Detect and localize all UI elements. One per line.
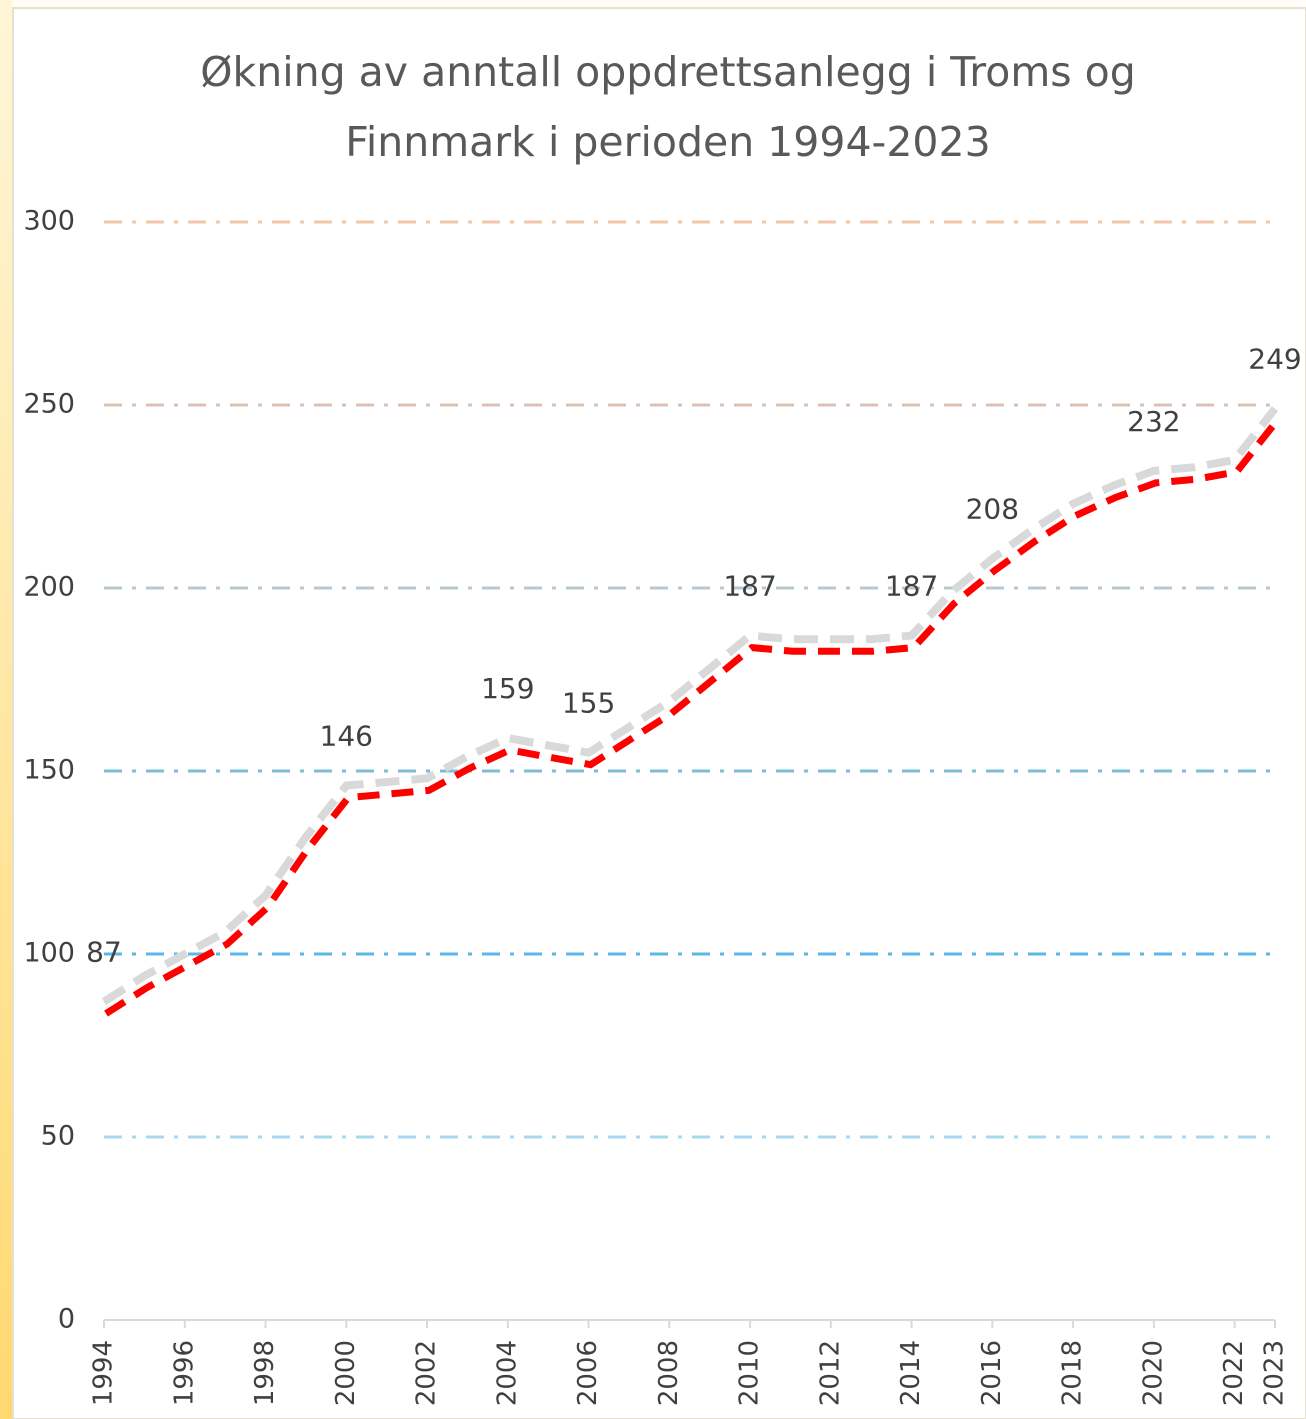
x-tick-label: 2006 — [573, 1340, 603, 1406]
y-tick-label: 300 — [23, 206, 75, 237]
series-line — [104, 418, 1280, 1017]
x-tick-label: 2020 — [1138, 1340, 1168, 1406]
data-label: 187 — [885, 570, 938, 603]
side-strip — [0, 0, 12, 1419]
x-tick-label: 2002 — [412, 1340, 442, 1406]
data-label: 146 — [320, 720, 373, 753]
y-tick-label: 0 — [58, 1304, 75, 1335]
data-label: 232 — [1127, 405, 1180, 438]
x-tick-label: 1998 — [250, 1340, 280, 1406]
data-label: 159 — [481, 672, 534, 705]
x-tick-label: 2023 — [1260, 1340, 1290, 1406]
data-label: 155 — [562, 687, 615, 720]
x-tick-label: 2004 — [492, 1340, 522, 1406]
x-tick-label: 2018 — [1058, 1340, 1088, 1406]
data-label: 87 — [86, 936, 122, 969]
y-tick-label: 200 — [23, 572, 75, 603]
chart-title: Økning av anntall oppdrettsanlegg i Trom… — [200, 48, 1136, 96]
data-label: 187 — [723, 570, 776, 603]
y-tick-label: 150 — [23, 755, 75, 786]
x-tick-label: 2012 — [815, 1340, 845, 1406]
x-tick-label: 1996 — [169, 1340, 199, 1406]
data-label: 249 — [1248, 343, 1301, 376]
data-label: 208 — [966, 493, 1019, 526]
y-tick-label: 250 — [23, 389, 75, 420]
y-tick-label: 100 — [23, 938, 75, 969]
y-tick-label: 50 — [41, 1121, 75, 1152]
x-tick-label: 2014 — [896, 1340, 926, 1406]
chart-title: Finnmark i perioden 1994-2023 — [345, 118, 990, 166]
x-tick-label: 2000 — [331, 1340, 361, 1406]
x-tick-label: 1994 — [89, 1340, 119, 1406]
x-tick-label: 2008 — [654, 1340, 684, 1406]
x-tick-label: 2016 — [977, 1340, 1007, 1406]
x-tick-label: 2010 — [735, 1340, 765, 1406]
chart-area — [12, 7, 1306, 1419]
line-shadow — [101, 406, 1279, 1005]
x-tick-label: 2022 — [1219, 1340, 1249, 1406]
